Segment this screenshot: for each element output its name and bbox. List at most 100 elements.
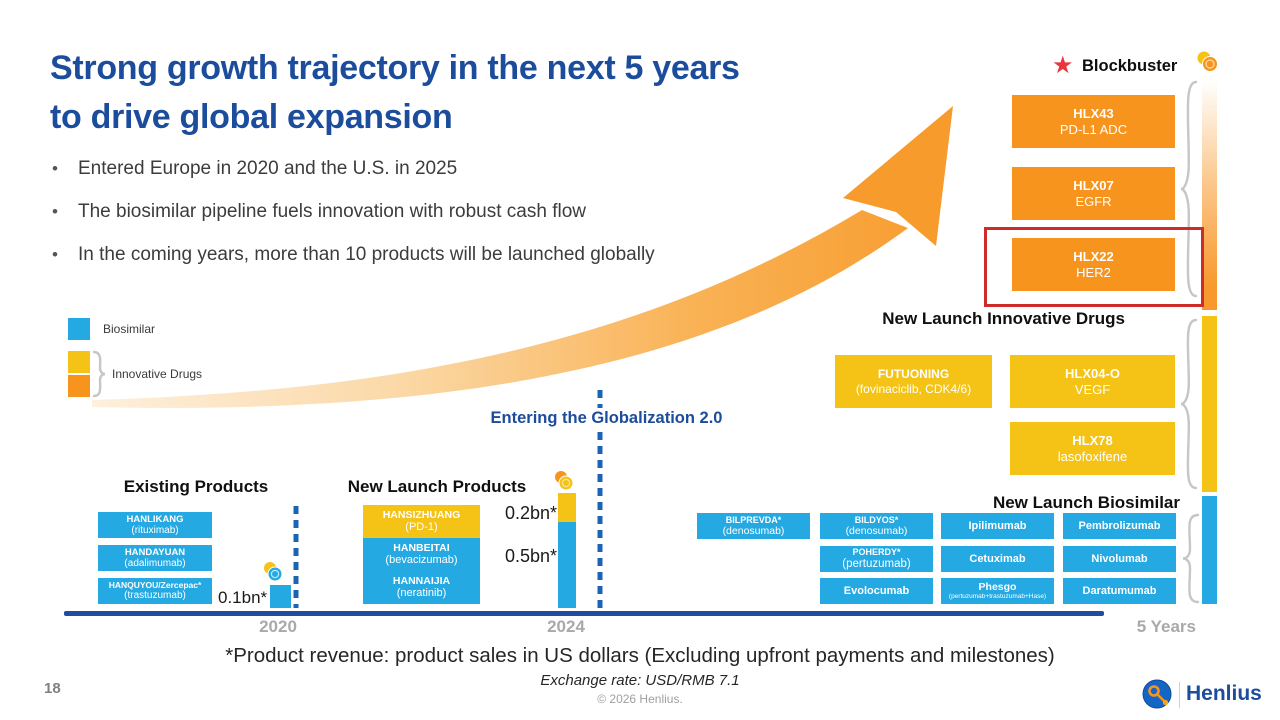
bullet-text: Entered Europe in 2020 and the U.S. in 2… bbox=[78, 158, 458, 179]
product-box-cetuximab: Cetuximab bbox=[941, 546, 1054, 572]
product-name: HANNAIJIA bbox=[392, 574, 451, 587]
page-title-line1: Strong growth trajectory in the next 5 y… bbox=[50, 49, 740, 87]
product-box-futuoning: FUTUONING (fovinaciclib, CDK4/6) bbox=[835, 355, 992, 408]
bullet-text: The biosimilar pipeline fuels innovation… bbox=[78, 201, 586, 222]
page-number: 18 bbox=[44, 680, 61, 697]
product-name: Evolocumab bbox=[843, 584, 910, 597]
star-icon: ★ bbox=[1052, 52, 1074, 79]
timeline-axis bbox=[64, 611, 1104, 616]
product-box-nivolumab: Nivolumab bbox=[1063, 546, 1176, 572]
bullet-dot: • bbox=[52, 245, 58, 264]
logo-text: Henlius bbox=[1186, 682, 1262, 705]
legend-label-innovative: Innovative Drugs bbox=[112, 367, 203, 381]
product-name: Nivolumab bbox=[1091, 552, 1148, 565]
product-sub: (pertuzumab+trastuzumab+Hase) bbox=[948, 593, 1047, 601]
product-box-pembrolizumab: Pembrolizumab bbox=[1063, 513, 1176, 539]
product-sub: (PD-1) bbox=[405, 521, 438, 534]
product-name: HANQUYOU/Zercepac* bbox=[108, 580, 202, 591]
product-name: BILDYOS* bbox=[854, 514, 899, 525]
growth-arrow-icon bbox=[92, 106, 953, 408]
product-name: BILPREVDA* bbox=[725, 514, 782, 525]
blockbuster-brace bbox=[1180, 80, 1198, 298]
coins-icon bbox=[555, 471, 574, 491]
legend-swatch-innovative-orange bbox=[68, 375, 90, 397]
product-name: HLX22 bbox=[1073, 249, 1114, 265]
product-box-phesgo: Phesgo (pertuzumab+trastuzumab+Hase) bbox=[941, 578, 1054, 604]
footnote: *Product revenue: product sales in US do… bbox=[225, 644, 1055, 667]
bullet-text: In the coming years, more than 10 produc… bbox=[78, 244, 655, 265]
product-name: HLX04-O bbox=[1065, 366, 1120, 382]
legend-swatch-innovative-yellow bbox=[68, 351, 90, 373]
blockbuster-label: Blockbuster bbox=[1082, 57, 1178, 75]
product-target: lasofoxifene bbox=[1057, 448, 1128, 464]
logo-divider bbox=[1179, 682, 1180, 708]
revenue-bar-2024-innovative bbox=[558, 493, 576, 522]
product-name: HANBEITAI bbox=[393, 541, 450, 554]
revenue-label-2024-biosimilar: 0.5bn* bbox=[505, 546, 558, 566]
product-box-bilprevda: BILPREVDA* (denosumab) bbox=[697, 513, 810, 539]
product-name: Pembrolizumab bbox=[1078, 519, 1161, 532]
product-sub: (bevacizumab) bbox=[385, 554, 458, 567]
bullet-item: • In the coming years, more than 10 prod… bbox=[52, 244, 852, 266]
globalization-label: Entering the Globalization 2.0 bbox=[478, 408, 735, 429]
product-name: Phesgo bbox=[978, 580, 1017, 593]
product-name: HANSIZHUANG bbox=[382, 508, 461, 521]
product-sub: (denosumab) bbox=[845, 525, 908, 538]
product-target: PD-L1 ADC bbox=[1059, 121, 1128, 137]
section-heading-existing: Existing Products bbox=[123, 477, 269, 496]
product-name: HLX07 bbox=[1073, 178, 1114, 194]
product-name: Cetuximab bbox=[969, 552, 1026, 565]
product-box-hlx43: HLX43 PD-L1 ADC bbox=[1012, 95, 1175, 148]
revenue-bar-2020 bbox=[270, 585, 291, 608]
product-sub: (rituximab) bbox=[131, 524, 179, 536]
product-name: Ipilimumab bbox=[968, 519, 1027, 532]
bullet-dot: • bbox=[52, 159, 58, 178]
page-title-line2: to drive global expansion bbox=[50, 97, 453, 136]
product-box-daratumumab: Daratumumab bbox=[1063, 578, 1176, 604]
innovative-brace bbox=[1180, 318, 1198, 490]
biosimilar-brace bbox=[1182, 513, 1200, 604]
product-box-hanlikang: HANLIKANG (rituximab) bbox=[98, 512, 212, 538]
product-sub: (denosumab) bbox=[722, 525, 785, 538]
product-box-poherdy: POHERDY* (pertuzumab) bbox=[820, 546, 933, 572]
product-box-hannaijia: HANNAIJIA (neratinib) bbox=[363, 571, 480, 604]
legend-swatch-biosimilar bbox=[68, 318, 90, 340]
product-name: POHERDY* bbox=[852, 546, 901, 557]
exchange-rate-note: Exchange rate: USD/RMB 7.1 bbox=[540, 672, 740, 689]
revenue-label-2024-innovative: 0.2bn* bbox=[505, 503, 558, 523]
future-bar-innovative-gradient bbox=[1202, 80, 1217, 310]
coins-icon bbox=[264, 562, 283, 582]
revenue-bar-2024-biosimilar bbox=[558, 522, 576, 608]
section-heading-new-launch: New Launch Products bbox=[347, 477, 527, 496]
copyright: © 2026 Henlius. bbox=[597, 692, 683, 706]
legend-label-biosimilar: Biosimilar bbox=[103, 322, 156, 336]
tick-2024: 2024 bbox=[547, 617, 585, 636]
product-target: EGFR bbox=[1075, 193, 1112, 209]
product-box-handayuan: HANDAYUAN (adalimumab) bbox=[98, 545, 212, 571]
product-sub: (adalimumab) bbox=[124, 557, 186, 569]
product-target: (fovinaciclib, CDK4/6) bbox=[855, 381, 972, 396]
product-name: HLX78 bbox=[1072, 433, 1113, 449]
bullet-item: • The biosimilar pipeline fuels innovati… bbox=[52, 201, 852, 223]
page-title: Strong growth trajectory in the next 5 y… bbox=[50, 44, 740, 142]
future-bar-biosimilar-segment bbox=[1202, 496, 1217, 604]
product-box-hanquyou: HANQUYOU/Zercepac* (trastuzumab) bbox=[98, 578, 212, 604]
bullet-dot: • bbox=[52, 202, 58, 221]
product-box-bildyos: BILDYOS* (denosumab) bbox=[820, 513, 933, 539]
section-heading-biosimilar: New Launch Biosimilar bbox=[992, 493, 1180, 512]
highlight-frame-hlx22 bbox=[984, 227, 1204, 307]
product-sub: (pertuzumab) bbox=[842, 557, 911, 570]
product-box-hlx22: HLX22 HER2 bbox=[1012, 238, 1175, 291]
product-target: VEGF bbox=[1074, 381, 1111, 397]
tick-5-years: 5 Years bbox=[1136, 617, 1196, 636]
bullet-item: • Entered Europe in 2020 and the U.S. in… bbox=[52, 158, 852, 180]
product-box-hlx04o: HLX04-O VEGF bbox=[1010, 355, 1175, 408]
product-target: HER2 bbox=[1076, 264, 1111, 280]
product-sub: (trastuzumab) bbox=[124, 590, 186, 602]
coins-icon bbox=[1197, 51, 1218, 72]
product-box-ipilimumab: Ipilimumab bbox=[941, 513, 1054, 539]
revenue-label-2020: 0.1bn* bbox=[218, 588, 268, 607]
product-box-hanbeitai: HANBEITAI (bevacizumab) bbox=[363, 538, 480, 571]
legend-brace bbox=[92, 350, 106, 398]
